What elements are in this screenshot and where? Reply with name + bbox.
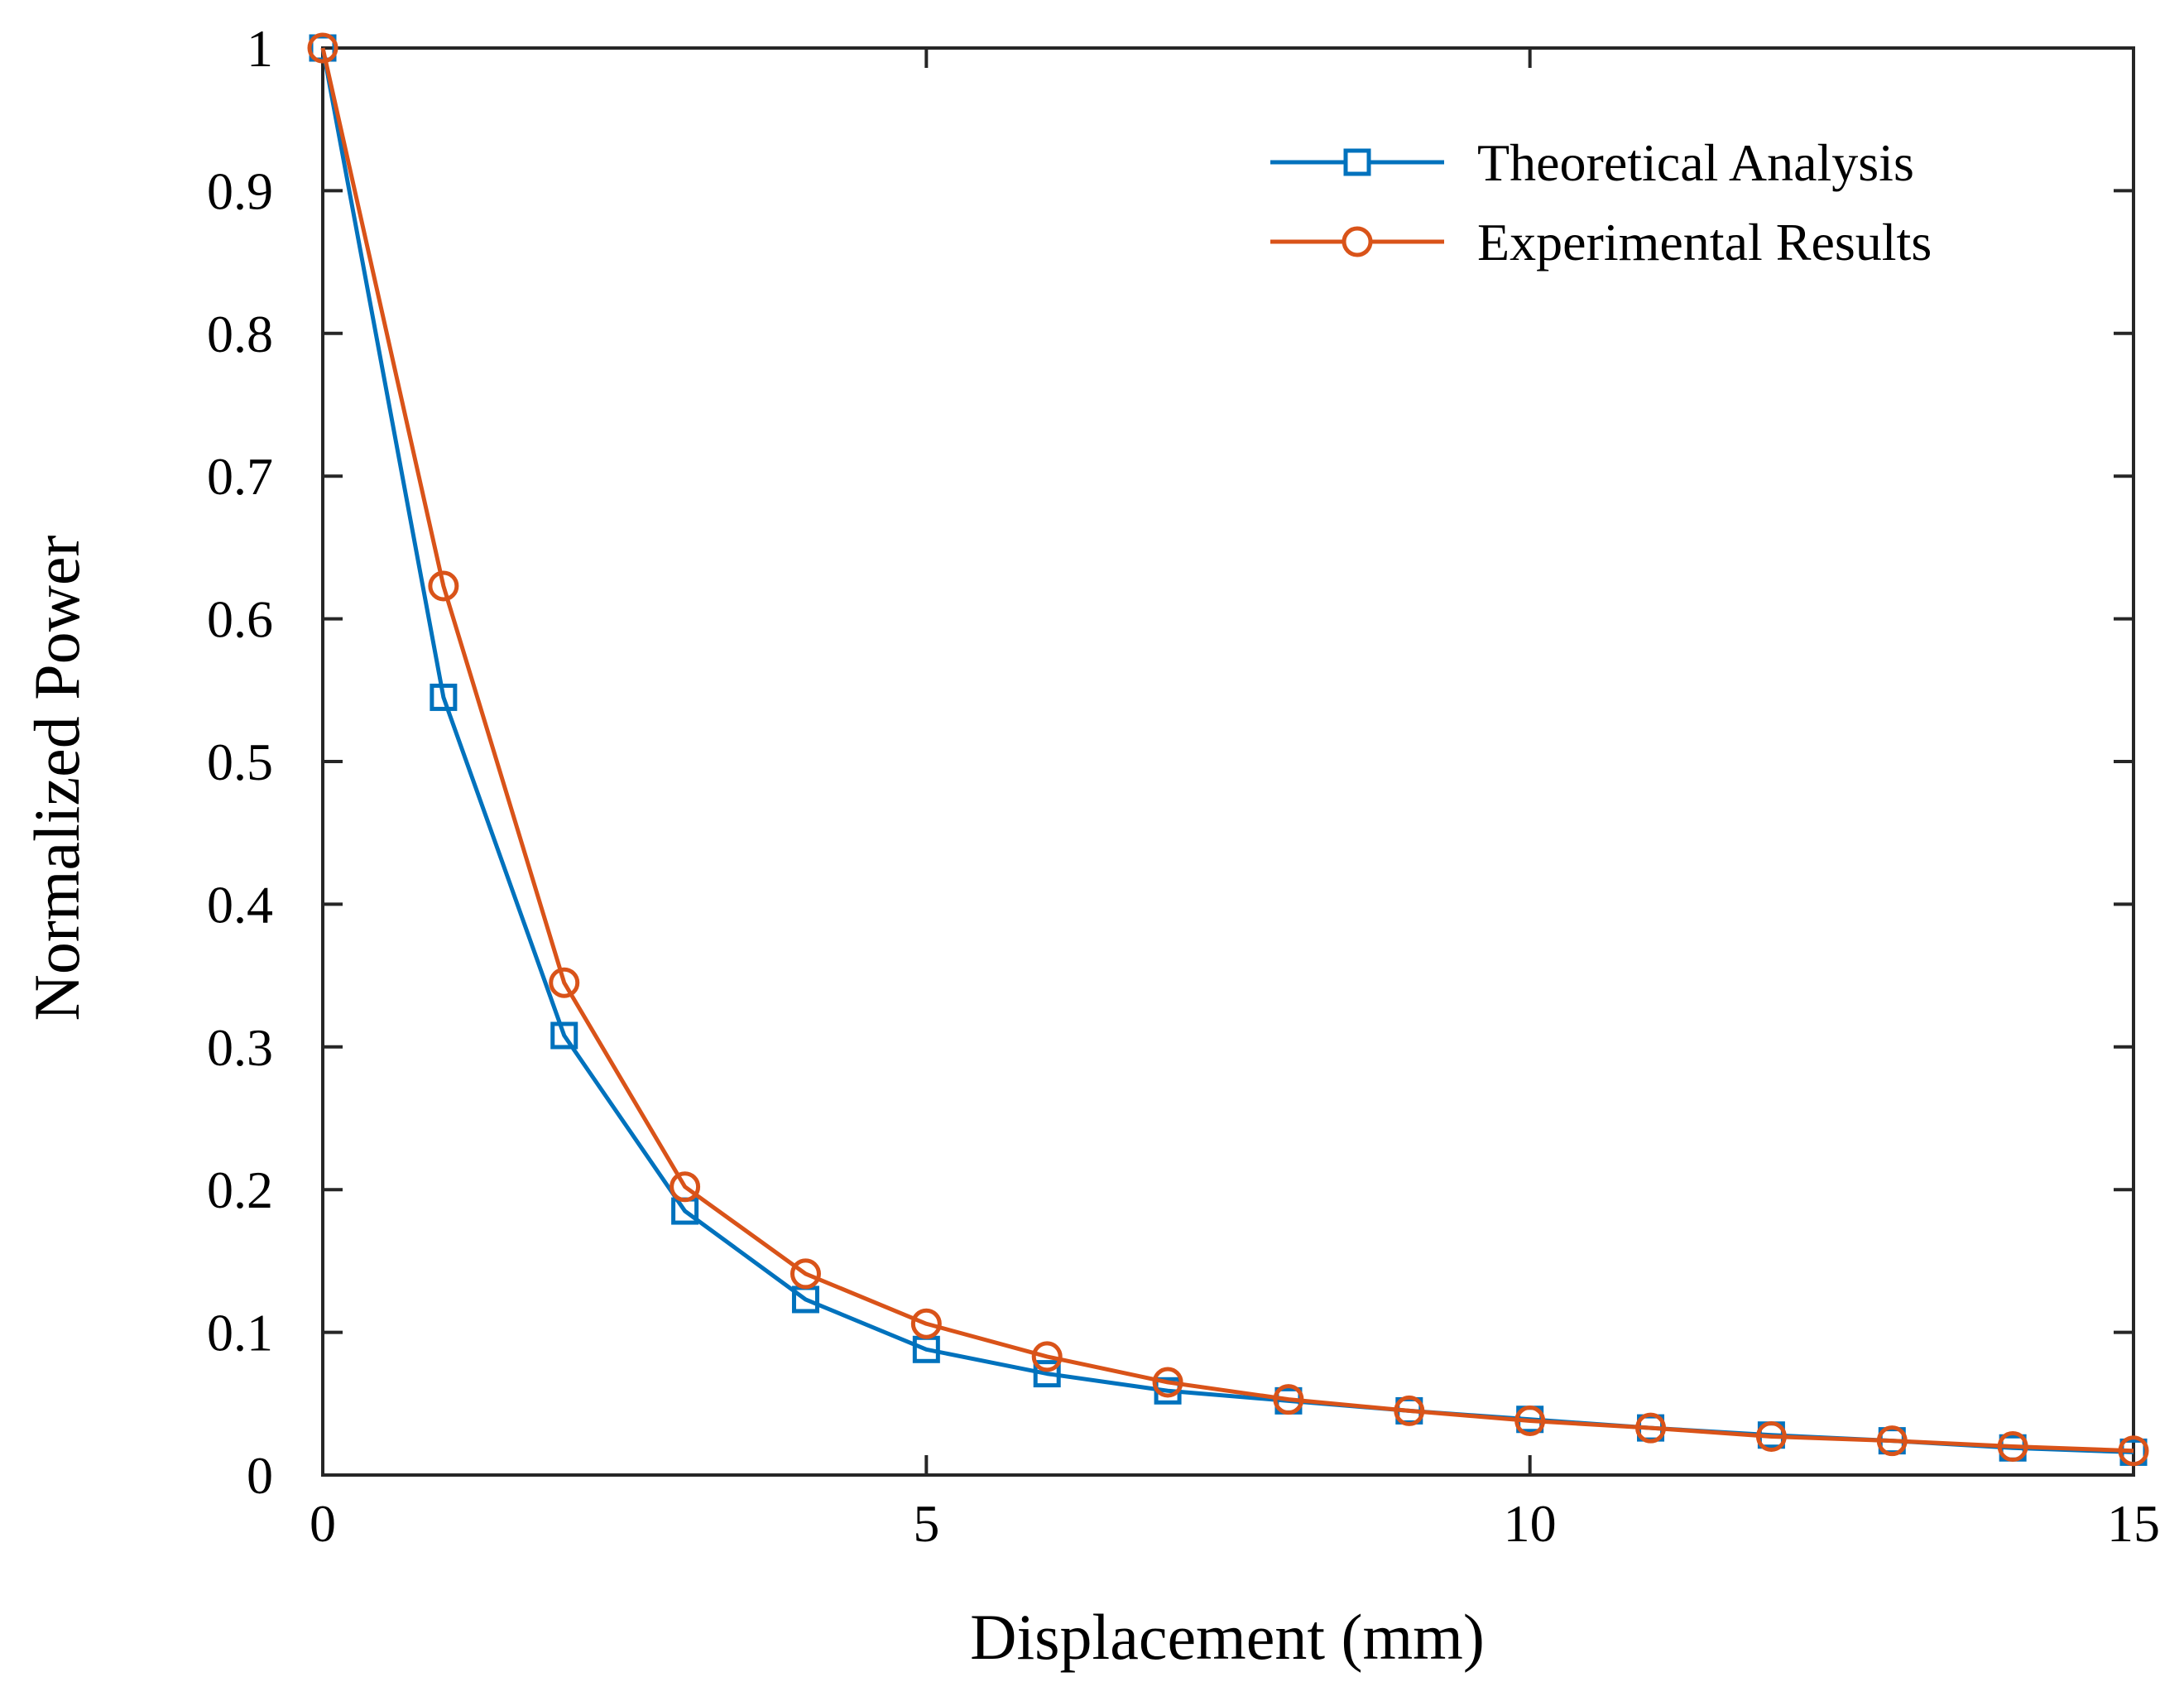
data-point — [790, 1258, 821, 1290]
data-point — [307, 32, 338, 64]
legend-marker — [1343, 148, 1371, 176]
data-point — [910, 1308, 942, 1339]
data-point — [1876, 1425, 1908, 1457]
data-point — [1514, 1405, 1546, 1436]
y-tick-label: 0.9 — [207, 161, 273, 220]
data-point — [550, 1021, 578, 1050]
data-point — [2118, 1435, 2149, 1467]
data-point — [428, 570, 459, 602]
x-tick-label: 15 — [2107, 1494, 2160, 1553]
y-tick-label: 0 — [247, 1446, 273, 1505]
x-tick-label: 0 — [310, 1494, 336, 1553]
data-point — [1152, 1367, 1183, 1398]
data-point — [1755, 1420, 1787, 1452]
series-layer — [307, 32, 2149, 1467]
axes: 0 5 10 15 0 0.1 0.2 0.3 0.4 0.5 0.6 0.7 0.8 0.9 1 — [207, 19, 2160, 1553]
y-tick-label: 0.5 — [207, 733, 273, 791]
y-tick-label: 0.6 — [207, 590, 273, 649]
series-line — [320, 47, 2134, 1454]
y-tick-label: 0.1 — [207, 1304, 273, 1362]
legend-marker — [1342, 226, 1373, 257]
legend-entry: Experimental Results — [1270, 213, 1932, 271]
data-point — [1635, 1412, 1667, 1444]
y-tick-label: 0.2 — [207, 1160, 273, 1219]
x-axis-label: Displacement (mm) — [970, 1601, 1485, 1673]
data-point — [430, 683, 458, 711]
legend-label: Experimental Results — [1477, 213, 1932, 271]
data-point — [1273, 1384, 1304, 1415]
data-point — [1033, 1360, 1061, 1388]
y-axis-label: Normalized Power — [21, 535, 93, 1021]
x-tick-label: 5 — [913, 1494, 939, 1553]
y-tick-label: 0.4 — [207, 875, 273, 934]
data-point — [549, 967, 580, 998]
y-tick-label: 0.8 — [207, 305, 273, 363]
y-tick-label: 0.3 — [207, 1018, 273, 1077]
x-tick-label: 10 — [1504, 1494, 1557, 1553]
y-tick-label: 1 — [247, 19, 273, 78]
data-point — [1997, 1431, 2028, 1463]
data-point — [670, 1171, 701, 1203]
y-tick-label: 0.7 — [207, 447, 273, 506]
series-experimental-results — [307, 32, 2149, 1467]
data-point — [1031, 1341, 1063, 1372]
legend-entry: Theoretical Analysis — [1270, 133, 1914, 192]
legend-label: Theoretical Analysis — [1477, 133, 1914, 192]
data-point — [1394, 1395, 1425, 1426]
legend: Theoretical Analysis Experimental Results — [1270, 133, 1932, 271]
